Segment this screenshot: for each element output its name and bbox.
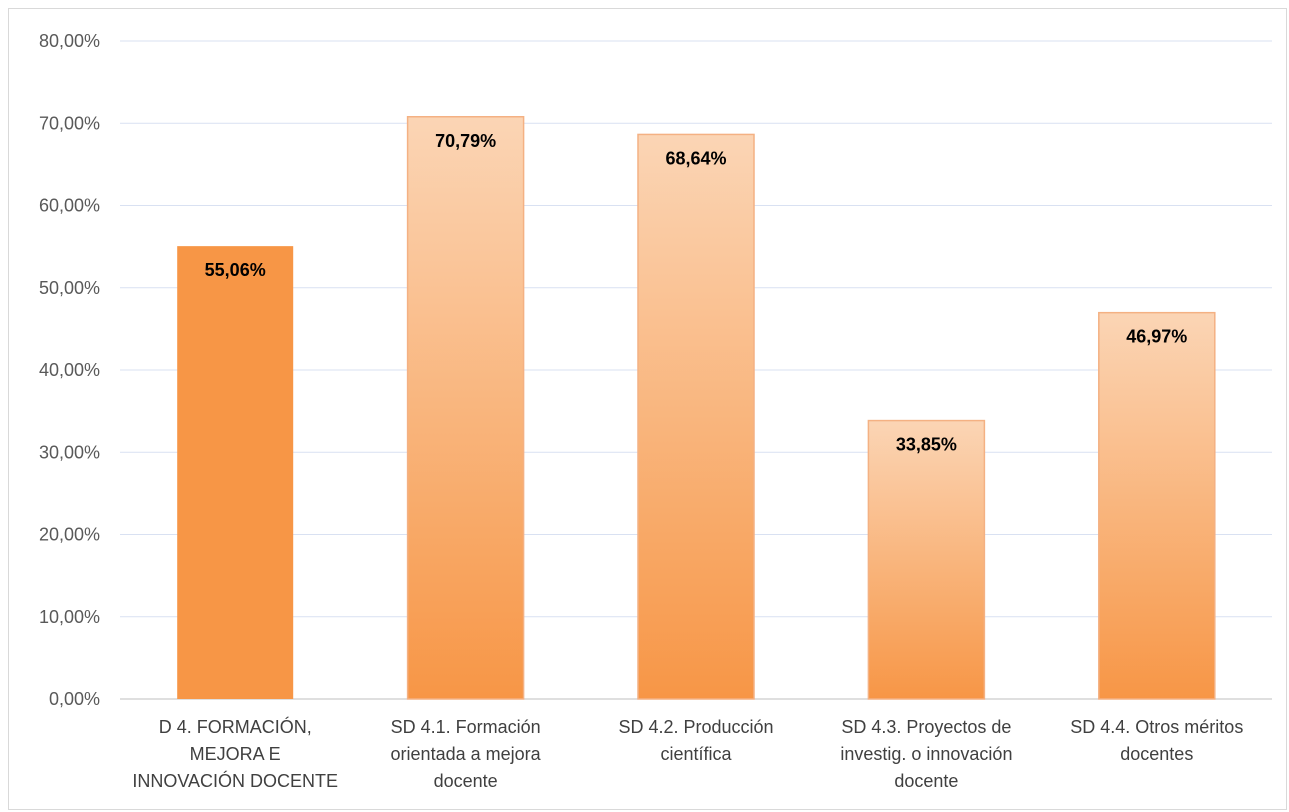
data-label-1: 55,06% bbox=[205, 260, 266, 280]
category-label-5: SD 4.4. Otros méritos docentes bbox=[1070, 717, 1243, 764]
bar-5 bbox=[1098, 311, 1216, 700]
y-tick-label: 10,00% bbox=[39, 607, 100, 627]
data-label-2: 70,79% bbox=[435, 131, 496, 151]
category-label-1: D 4. FORMACIÓN, MEJORA E INNOVACIÓN DOCENT… bbox=[132, 716, 338, 791]
category-label-3: SD 4.2. Producción científica bbox=[618, 717, 773, 764]
data-label-4: 33,85% bbox=[896, 435, 957, 455]
y-axis-tick-labels: 0,00% 10,00% 20,00% 30,00% 40,00% 50,00% 60,00… bbox=[39, 31, 100, 709]
y-tick-label: 60,00% bbox=[39, 196, 100, 216]
y-tick-label: 0,00% bbox=[49, 689, 100, 709]
bars bbox=[177, 116, 1216, 700]
y-tick-label: 20,00% bbox=[39, 525, 100, 545]
y-tick-label: 80,00% bbox=[39, 31, 100, 51]
bar-3 bbox=[637, 133, 755, 700]
category-labels: D 4. FORMACIÓN, MEJORA E INNOVACIÓN DOCENT… bbox=[132, 716, 1243, 791]
y-tick-label: 30,00% bbox=[39, 442, 100, 462]
y-tick-label: 50,00% bbox=[39, 278, 100, 298]
bar-1 bbox=[177, 246, 294, 699]
category-label-4: SD 4.3. Proyectos de investig. o innovaci… bbox=[840, 717, 1012, 791]
y-tick-label: 70,00% bbox=[39, 113, 100, 133]
data-label-3: 68,64% bbox=[665, 148, 726, 168]
category-label-2: SD 4.1. Formación orientada a mejora docen… bbox=[391, 717, 542, 791]
data-label-5: 46,97% bbox=[1126, 327, 1187, 347]
bar-4 bbox=[867, 419, 986, 700]
data-labels: 55,06% 70,79% 68,64% 33,85% 46,97% bbox=[205, 131, 1188, 455]
y-tick-label: 40,00% bbox=[39, 360, 100, 380]
bar-2 bbox=[406, 116, 525, 700]
